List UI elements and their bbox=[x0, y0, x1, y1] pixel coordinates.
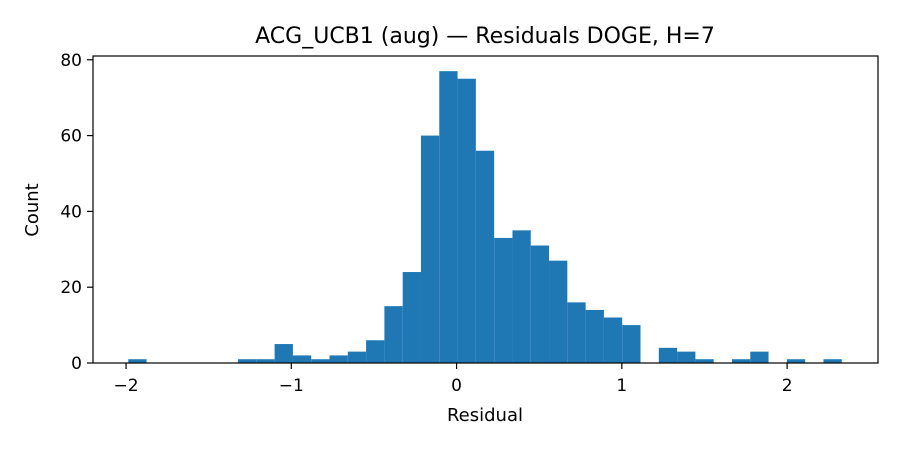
x-tick-label: −1 bbox=[279, 376, 304, 396]
histogram-bar bbox=[530, 245, 550, 363]
histogram-bar bbox=[439, 71, 458, 363]
y-tick-label: 0 bbox=[71, 354, 82, 374]
histogram-bar bbox=[823, 359, 842, 363]
histogram-bar bbox=[603, 317, 623, 363]
y-tick-label: 80 bbox=[60, 51, 82, 71]
histogram-bar bbox=[128, 359, 147, 363]
histogram-bar bbox=[494, 237, 513, 363]
y-tick-label: 60 bbox=[60, 127, 82, 147]
histogram-bar bbox=[677, 351, 696, 363]
chart-title: ACG_UCB1 (aug) — Residuals DOGE, H=7 bbox=[255, 24, 715, 49]
x-tick-label: 2 bbox=[782, 376, 793, 396]
histogram-bar bbox=[695, 359, 714, 363]
histogram-bar bbox=[512, 230, 531, 363]
histogram-bar bbox=[274, 344, 293, 363]
histogram-bar bbox=[256, 359, 275, 363]
histogram-bar bbox=[420, 135, 440, 363]
y-axis-label: Count bbox=[22, 183, 43, 236]
histogram-bar bbox=[585, 309, 604, 363]
x-tick-label: −2 bbox=[114, 376, 139, 396]
x-axis-label: Residual bbox=[447, 405, 523, 426]
histogram-bar bbox=[750, 351, 769, 363]
histogram-bar bbox=[402, 272, 421, 363]
y-axis-ticks: 0 20 40 60 80 bbox=[60, 51, 93, 374]
histogram-bar bbox=[311, 359, 330, 363]
histogram-bar bbox=[238, 359, 257, 363]
x-axis-ticks: −2 −1 0 1 2 bbox=[114, 363, 793, 396]
histogram-bar bbox=[475, 150, 495, 363]
x-tick-label: 1 bbox=[616, 376, 627, 396]
y-tick-label: 40 bbox=[60, 202, 82, 222]
plot-frame bbox=[92, 55, 879, 364]
histogram-bar bbox=[567, 302, 586, 363]
histogram-bar bbox=[622, 325, 641, 363]
histogram-bar bbox=[384, 306, 403, 363]
bars-group bbox=[128, 71, 842, 364]
y-tick-label: 20 bbox=[60, 278, 82, 298]
histogram-bar bbox=[292, 355, 312, 363]
histogram-bar bbox=[347, 351, 367, 363]
histogram-bar bbox=[786, 359, 806, 363]
histogram-bar bbox=[549, 260, 568, 363]
histogram-bar bbox=[731, 359, 751, 363]
histogram-bar bbox=[658, 347, 678, 363]
histogram-bar bbox=[457, 78, 476, 364]
histogram-bar bbox=[366, 340, 385, 363]
x-tick-label: 0 bbox=[451, 376, 462, 396]
histogram-bar bbox=[329, 355, 348, 363]
